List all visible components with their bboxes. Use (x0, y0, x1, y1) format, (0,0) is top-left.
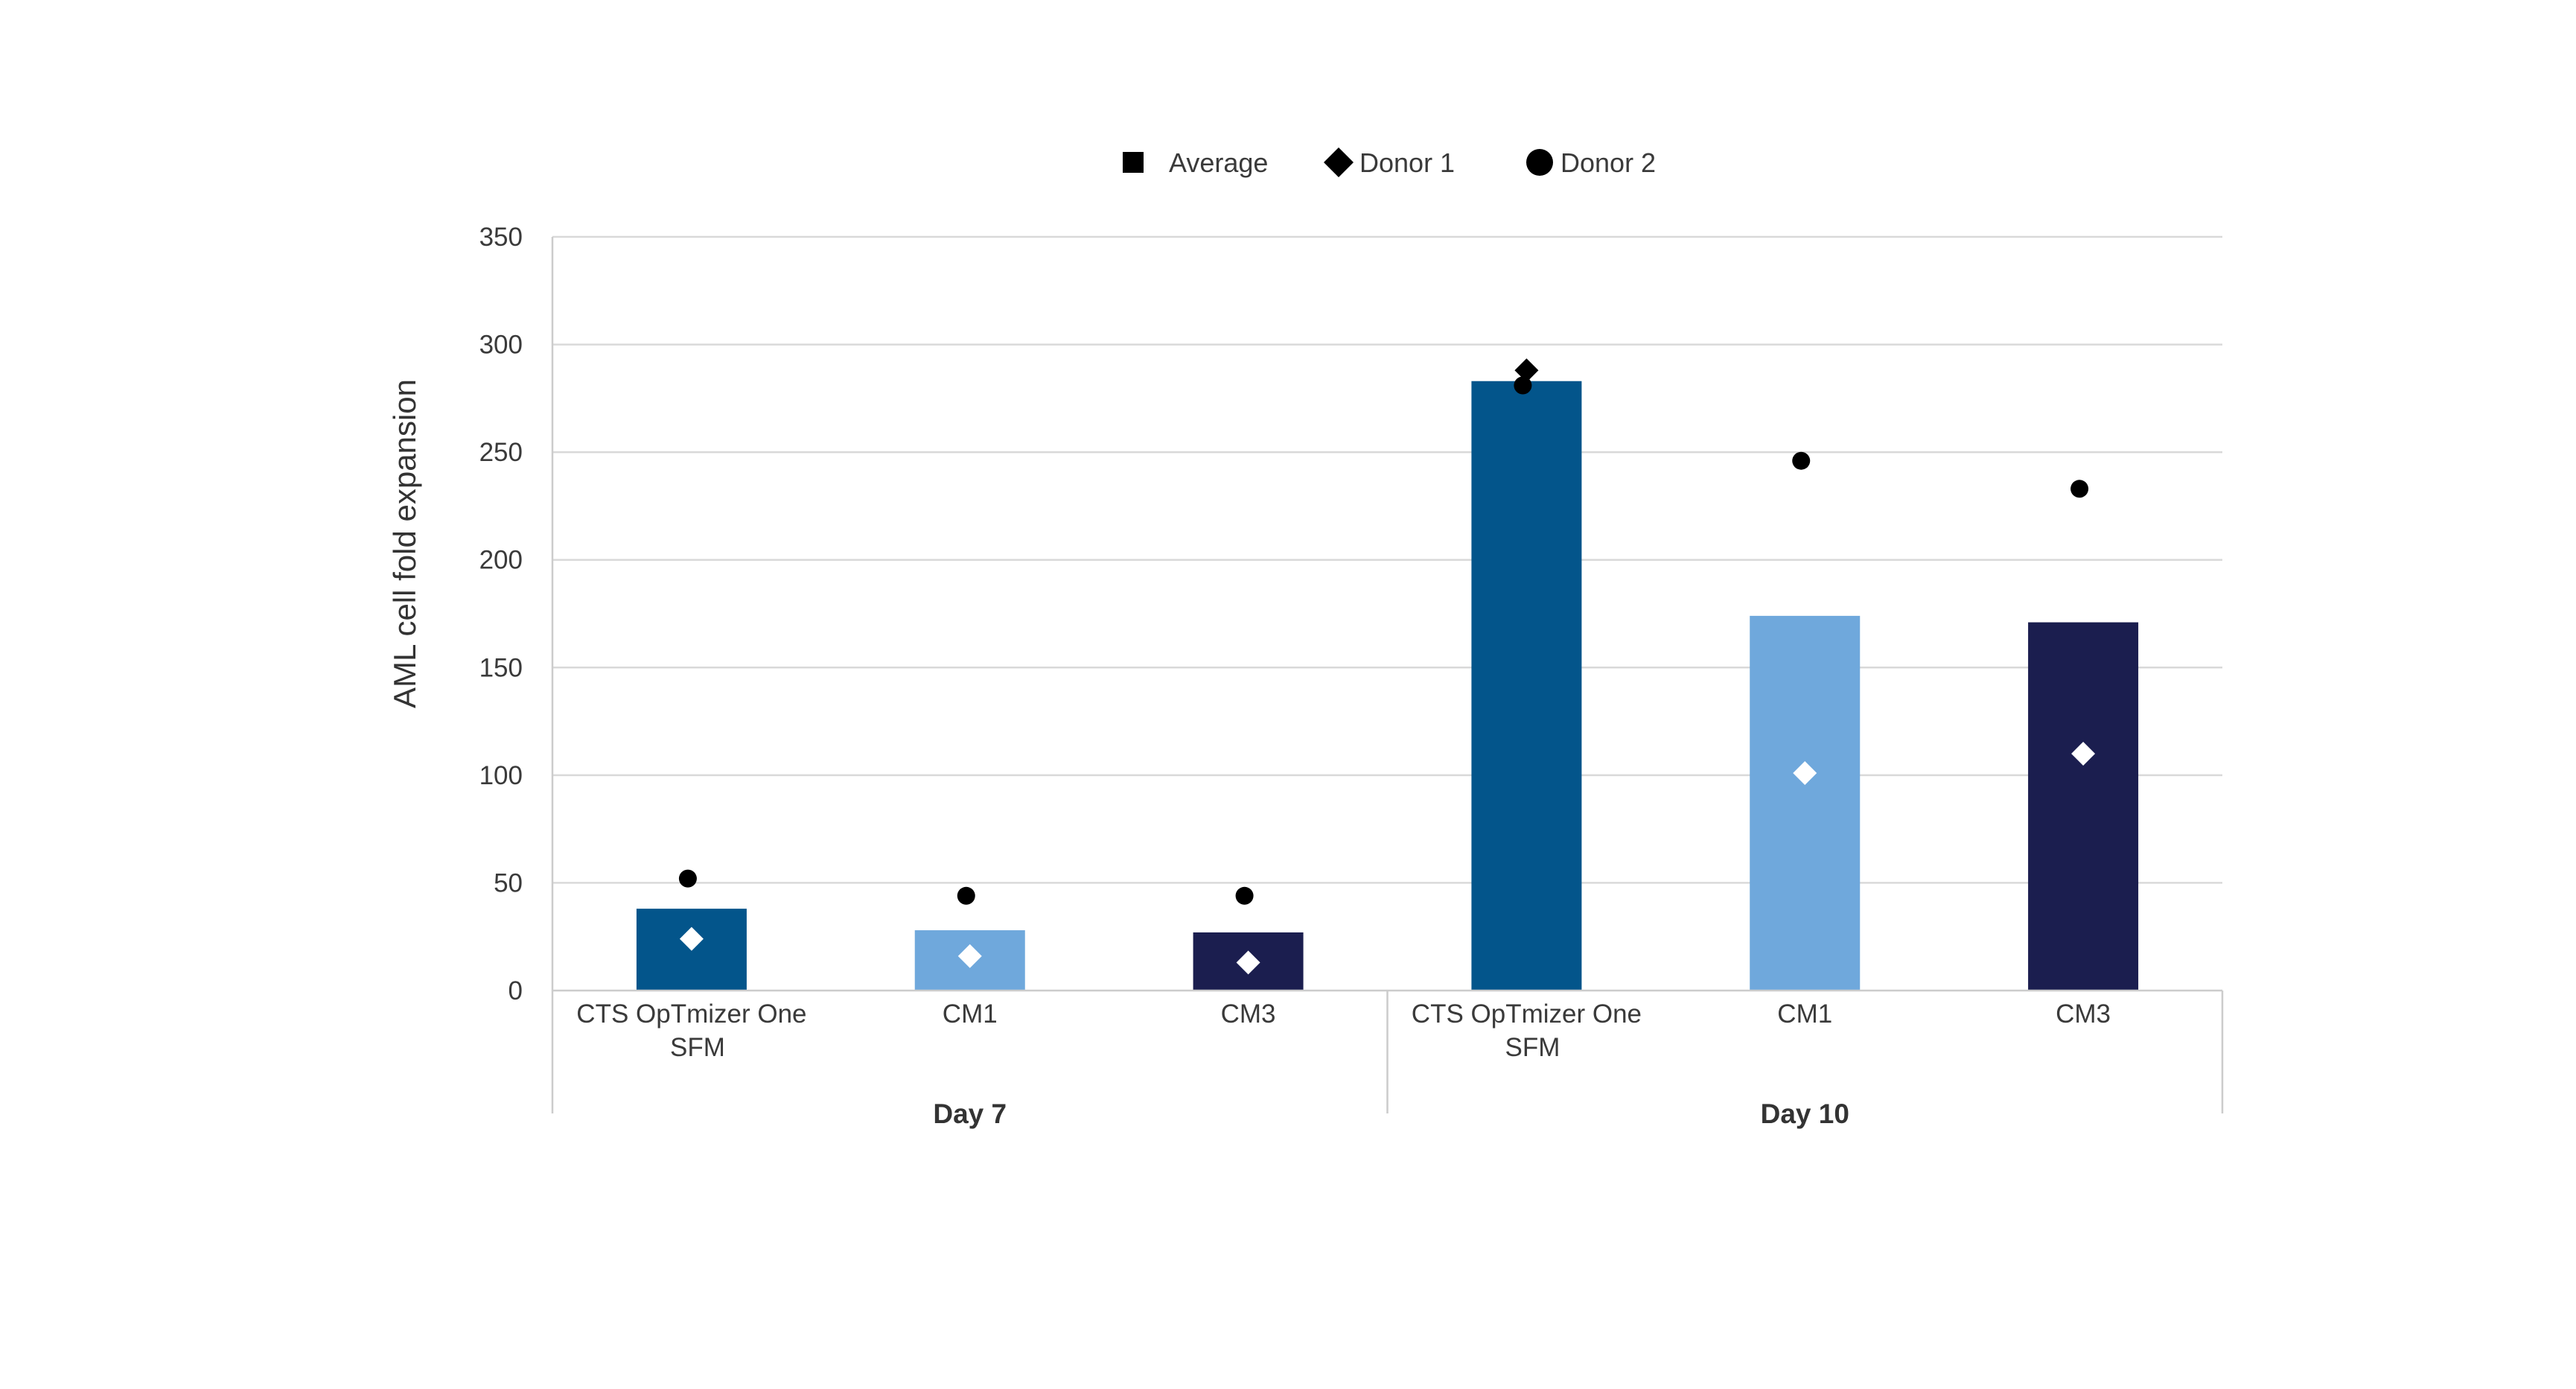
point-donor-1 (1793, 760, 1817, 785)
group-label: Day 10 (1761, 1099, 1849, 1129)
point-donor-2 (1235, 886, 1254, 905)
bar-average (1471, 381, 1582, 991)
y-tick-label: 350 (479, 223, 523, 252)
y-axis-label: AML cell fold expansion (387, 379, 422, 708)
point-donor-2 (678, 869, 697, 888)
point-donor-2 (957, 886, 975, 905)
legend-marker-diamond (1324, 147, 1354, 177)
point-donor-1 (679, 926, 704, 951)
y-tick-label: 200 (479, 546, 523, 575)
bar-average (2028, 622, 2139, 991)
point-donor-1 (1514, 358, 1539, 383)
grid (552, 235, 2222, 884)
category-label: CM3 (2056, 999, 2111, 1029)
category-labels: CTS OpTmizer One SFM CM1 CM3 Day 7 CTS OpTmiz… (576, 999, 2111, 1129)
legend-marker-circle (1526, 149, 1553, 176)
bar-average (1750, 615, 1861, 991)
point-donor-1 (2071, 741, 2096, 766)
y-tick-label: 300 (479, 331, 523, 360)
bars (636, 381, 2139, 991)
y-tick-label: 50 (494, 868, 523, 897)
y-tick-labels: 0 50 100 150 200 250 300 350 (479, 223, 523, 1005)
y-tick-label: 150 (479, 653, 523, 682)
category-label: CTS OpTmizer One (1412, 999, 1642, 1029)
category-label: SFM (1505, 1033, 1560, 1062)
category-label: CM1 (943, 999, 998, 1029)
y-tick-label: 0 (508, 976, 523, 1005)
legend: Average Donor 1 Donor 2 (1123, 147, 1656, 178)
legend-label: Donor 2 (1560, 147, 1656, 178)
y-tick-label: 250 (479, 438, 523, 467)
category-label: CM3 (1221, 999, 1276, 1029)
point-donor-1 (1236, 950, 1260, 975)
category-label: CTS OpTmizer One (576, 999, 806, 1029)
legend-label: Average (1169, 147, 1268, 178)
point-donor-2 (1792, 451, 1811, 470)
axes (551, 237, 2224, 1113)
point-donor-2 (2070, 480, 2089, 498)
category-label: CM1 (1777, 999, 1832, 1029)
point-donor-1 (957, 944, 982, 968)
group-label: Day 7 (933, 1099, 1007, 1129)
category-label: SFM (670, 1033, 725, 1062)
markers (678, 358, 2096, 975)
y-tick-label: 100 (479, 761, 523, 790)
legend-marker-square (1123, 152, 1144, 173)
legend-label: Donor 1 (1359, 147, 1455, 178)
